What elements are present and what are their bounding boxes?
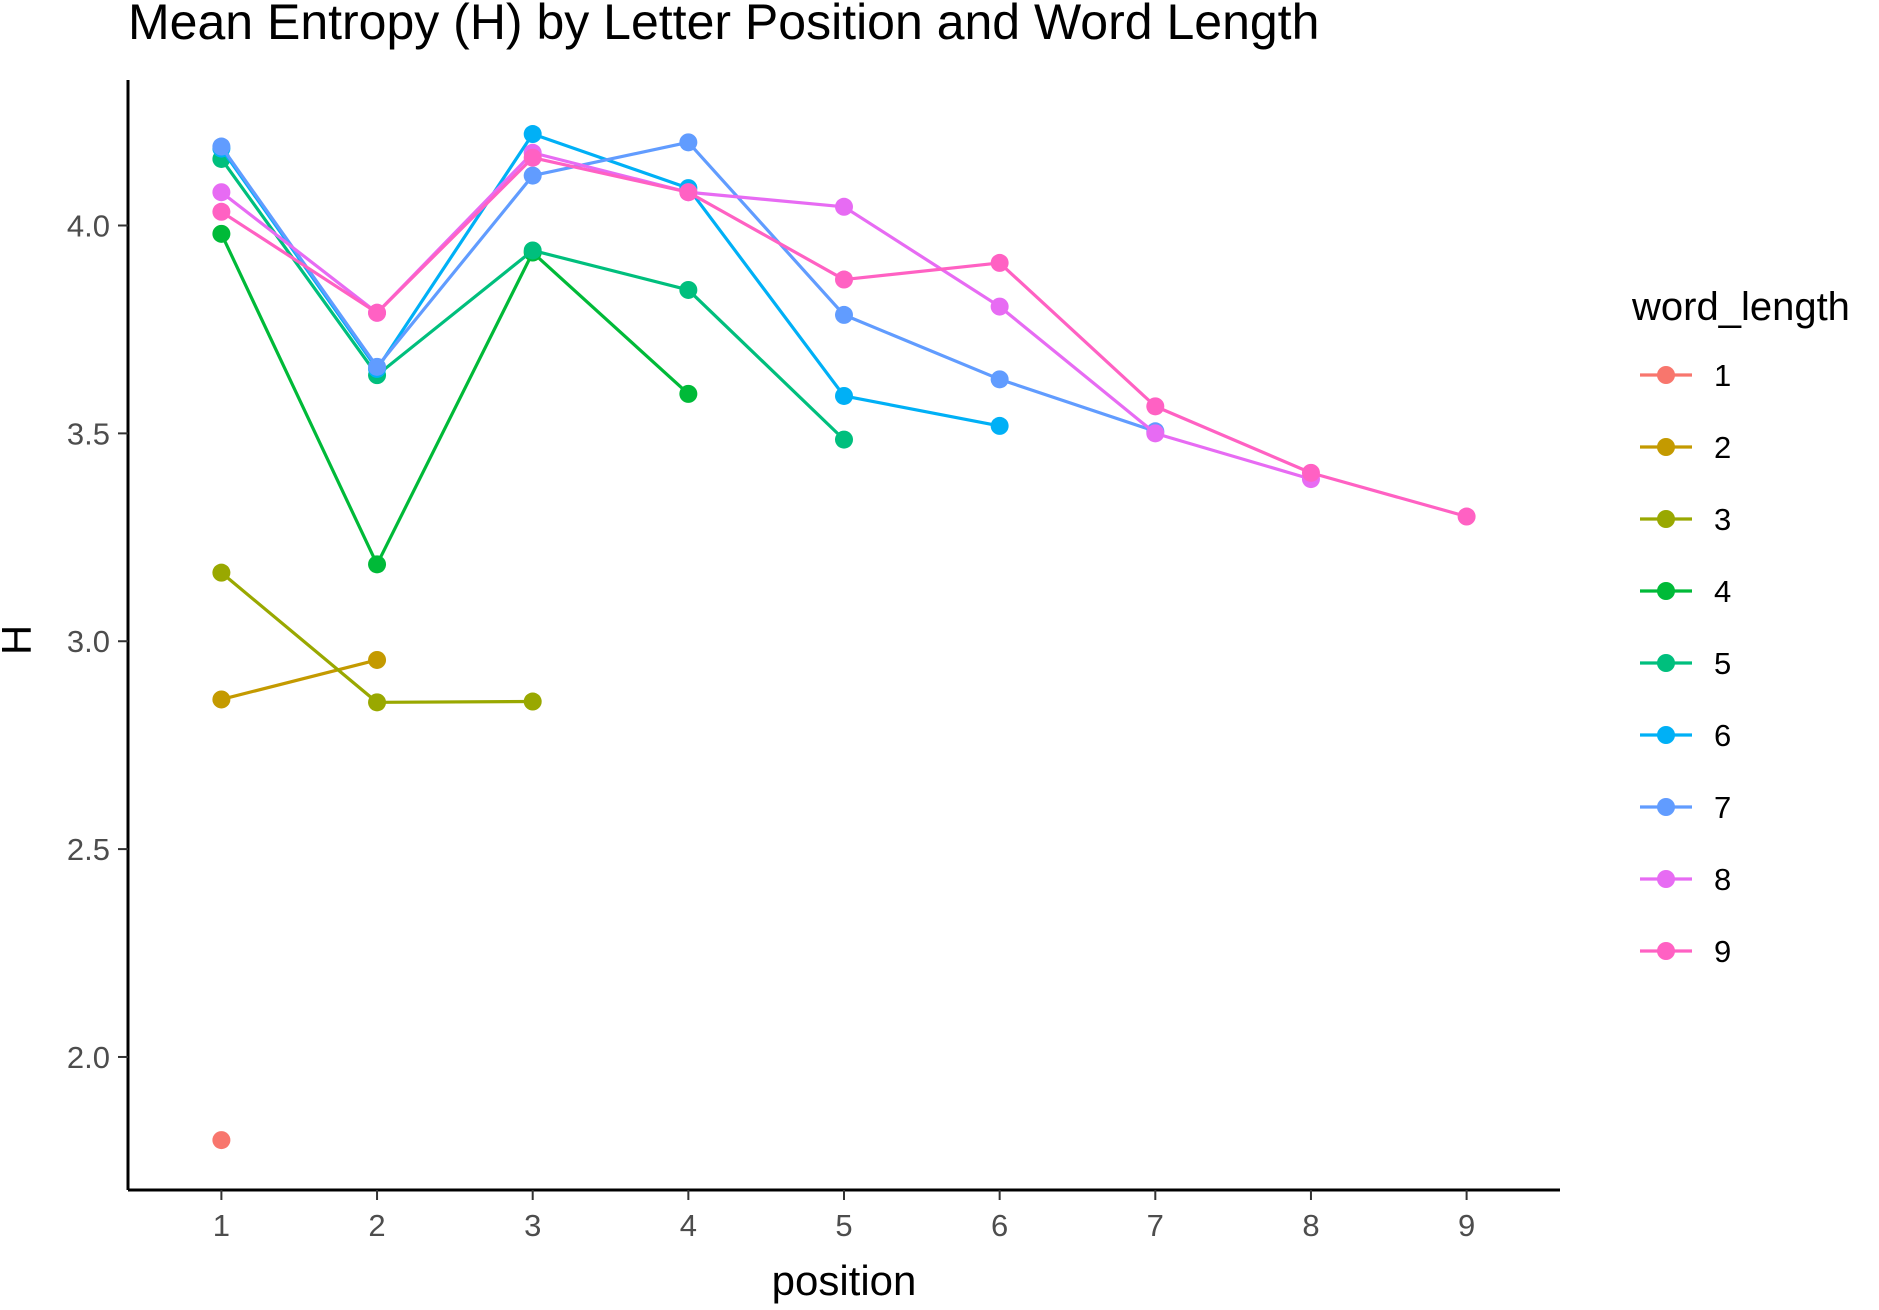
- data-point: [990, 370, 1009, 389]
- y-tick-label: 2.0: [67, 1040, 110, 1075]
- legend-key-point: [1657, 942, 1675, 960]
- legend-label: 4: [1714, 574, 1731, 609]
- series-2: [212, 650, 387, 709]
- data-point: [212, 563, 231, 582]
- data-point: [990, 297, 1009, 316]
- x-tick-label: 6: [991, 1208, 1008, 1243]
- series-1: [212, 1131, 231, 1150]
- data-point: [368, 555, 387, 574]
- series-9: [212, 148, 1476, 526]
- legend: word_length 1 2 3 4 5 6 7 8 9: [1631, 285, 1850, 969]
- data-point: [679, 384, 698, 403]
- data-point: [835, 270, 853, 289]
- data-point: [523, 148, 542, 167]
- x-tick-label: 4: [680, 1208, 697, 1243]
- series-line-2: [220, 658, 378, 701]
- data-point: [212, 224, 231, 243]
- data-point: [368, 650, 387, 669]
- data-point: [523, 692, 542, 711]
- data-point: [523, 166, 542, 185]
- legend-item-9: 9: [1640, 934, 1731, 969]
- y-tick-label: 3.0: [67, 624, 110, 659]
- legend-title: word_length: [1631, 285, 1850, 329]
- data-point: [835, 305, 853, 324]
- series-3: [212, 563, 542, 712]
- x-tick-label: 8: [1302, 1208, 1319, 1243]
- legend-key-point: [1657, 798, 1675, 816]
- data-point: [212, 202, 231, 221]
- legend-key-point: [1657, 654, 1675, 672]
- data-point: [1146, 424, 1165, 443]
- data-point: [679, 280, 698, 299]
- x-tick-label: 7: [1147, 1208, 1164, 1243]
- series-line-6: [220, 132, 1000, 428]
- x-tick-label: 5: [835, 1208, 852, 1243]
- legend-item-5: 5: [1640, 646, 1731, 681]
- y-tick-label: 2.5: [67, 832, 110, 867]
- data-point: [990, 416, 1009, 435]
- data-point: [1146, 397, 1165, 416]
- data-point: [212, 183, 231, 202]
- legend-label: 2: [1714, 430, 1731, 465]
- legend-item-4: 4: [1640, 574, 1731, 609]
- data-point: [368, 693, 387, 712]
- legend-key-point: [1657, 438, 1675, 456]
- data-point: [679, 183, 698, 202]
- legend-label: 3: [1714, 502, 1731, 537]
- legend-key-point: [1657, 582, 1675, 600]
- legend-item-2: 2: [1640, 430, 1731, 465]
- legend-key-point: [1657, 870, 1675, 888]
- series-line-5: [220, 158, 846, 441]
- series-line-3: [220, 571, 533, 704]
- data-point: [1301, 463, 1320, 482]
- series-4: [212, 224, 698, 574]
- series-layer: [212, 125, 1476, 1150]
- data-point: [835, 197, 853, 216]
- legend-item-3: 3: [1640, 502, 1731, 537]
- legend-item-7: 7: [1640, 790, 1731, 825]
- y-axis-title: H: [0, 625, 40, 655]
- data-point: [835, 430, 853, 449]
- legend-label: 8: [1714, 862, 1731, 897]
- x-tick-label: 3: [524, 1208, 541, 1243]
- legend-key-point: [1657, 510, 1675, 528]
- data-point: [368, 303, 387, 322]
- legend-item-1: 1: [1640, 358, 1731, 393]
- x-tick-label: 1: [213, 1208, 230, 1243]
- legend-label: 5: [1714, 646, 1731, 681]
- data-point: [212, 137, 231, 156]
- legend-item-8: 8: [1640, 862, 1731, 897]
- chart-title: Mean Entropy (H) by Letter Position and …: [128, 0, 1319, 50]
- legend-key-point: [1657, 726, 1675, 744]
- data-point: [835, 386, 853, 405]
- legend-item-6: 6: [1640, 718, 1731, 753]
- x-tick-label: 2: [368, 1208, 385, 1243]
- legend-label: 7: [1714, 790, 1731, 825]
- series-line-4: [219, 233, 690, 566]
- data-point: [1457, 507, 1476, 526]
- data-point: [523, 241, 542, 260]
- x-axis-title: position: [772, 1257, 917, 1304]
- legend-label: 6: [1714, 718, 1731, 753]
- data-point: [368, 357, 387, 376]
- data-point: [990, 253, 1009, 272]
- axes: 1 2 3 4 5 6 7 8 9 2.0 2.5 3.0 3.5 4.0: [67, 80, 1560, 1243]
- series-5: [212, 149, 853, 449]
- y-tick-label: 4.0: [67, 209, 110, 244]
- data-point: [679, 133, 698, 152]
- legend-label: 9: [1714, 934, 1731, 969]
- x-tick-label: 9: [1458, 1208, 1475, 1243]
- data-point: [523, 125, 542, 144]
- data-point: [212, 690, 231, 709]
- legend-key-point: [1657, 366, 1675, 384]
- data-point: [212, 1131, 231, 1150]
- legend-label: 1: [1714, 358, 1731, 393]
- y-tick-label: 3.5: [67, 416, 110, 451]
